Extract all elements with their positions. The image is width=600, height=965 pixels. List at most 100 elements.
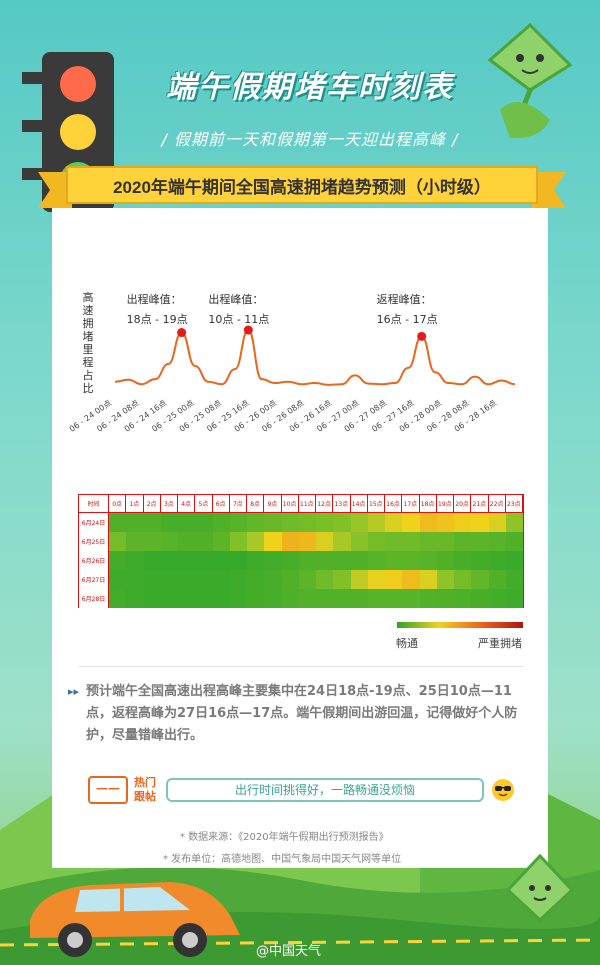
heatmap-cell <box>298 513 316 532</box>
heatmap-cell <box>471 532 489 551</box>
y-axis-label-char: 堵 <box>83 329 94 343</box>
heatmap-cell <box>419 570 437 589</box>
hot-comment-label: 热门跟帖 <box>134 776 156 803</box>
heatmap-row-label: 6月25日 <box>79 532 109 551</box>
heatmap-cell <box>126 532 144 551</box>
heatmap-cell <box>281 589 299 608</box>
heatmap-cell <box>385 551 403 570</box>
hot-comment-pill[interactable]: 出行时间挑得好，一路畅通没烦恼 <box>166 778 484 802</box>
heatmap-cell <box>298 532 316 551</box>
heatmap-cell <box>160 513 178 532</box>
heatmap-cell <box>195 532 213 551</box>
heatmap-legend-bar <box>397 622 523 628</box>
heatmap-cell <box>367 532 385 551</box>
heatmap-cell <box>471 570 489 589</box>
heatmap-cell <box>126 551 144 570</box>
heatmap-row: 6月25日 <box>79 532 523 551</box>
car-icon <box>30 882 240 957</box>
heatmap-cell <box>264 551 282 570</box>
heatmap-cell <box>178 589 196 608</box>
peak-range: 18点 - 19点 <box>127 313 188 326</box>
heatmap-cell <box>229 513 247 532</box>
heatmap-cell <box>402 551 420 570</box>
heatmap-hour-label: 21点 <box>471 495 489 513</box>
heatmap-cell <box>109 532 127 551</box>
heatmap-cell <box>126 589 144 608</box>
heatmap-cell <box>178 551 196 570</box>
heatmap-cell <box>367 551 385 570</box>
divider <box>78 666 524 667</box>
heatmap-hour-label: 0点 <box>109 495 127 513</box>
heatmap-hour-label: 7点 <box>229 495 247 513</box>
heatmap-cell <box>143 513 161 532</box>
heatmap-hour-label: 23点 <box>505 495 523 513</box>
heatmap-cell <box>454 551 472 570</box>
page-title: 端午假期堵车时刻表 <box>166 71 454 104</box>
heatmap-hour-label: 19点 <box>436 495 454 513</box>
heatmap-cell <box>298 589 316 608</box>
heatmap-cell <box>247 532 265 551</box>
heatmap-cell <box>109 551 127 570</box>
double-chevron-right-icon: ▸▸ <box>68 685 80 698</box>
heatmap-cell <box>316 551 334 570</box>
heatmap-hour-label: 22点 <box>488 495 506 513</box>
heatmap-row: 6月27日 <box>79 570 523 589</box>
heatmap-cell <box>143 589 161 608</box>
heatmap-row-label: 6月24日 <box>79 513 109 532</box>
y-axis-label-char: 高 <box>83 290 94 304</box>
heatmap-row-label: 6月27日 <box>79 570 109 589</box>
heatmap-hour-label: 1点 <box>126 495 144 513</box>
ribbon-body: 2020年端午期间全国高速拥堵趋势预测（小时级） <box>66 166 538 204</box>
heatmap-cell <box>212 551 230 570</box>
peak-range: 10点 - 11点 <box>208 313 269 326</box>
heatmap-cell <box>350 513 368 532</box>
heatmap-cell <box>333 570 351 589</box>
heatmap-hour-label: 6点 <box>212 495 230 513</box>
heatmap-hour-label: 18点 <box>419 495 437 513</box>
heatmap-hour-label: 2点 <box>143 495 161 513</box>
peak-title: 出程峰值： <box>208 292 263 306</box>
heatmap-cell <box>471 551 489 570</box>
comment-box-icon: —— <box>88 776 128 804</box>
heatmap-cell <box>350 589 368 608</box>
publisher-line: * 发布单位：高德地图、中国气象局中国天气网等单位 <box>163 854 402 865</box>
heatmap-cell <box>109 589 127 608</box>
weibo-watermark: @中国天气 <box>256 944 322 959</box>
heatmap-hour-label: 14点 <box>350 495 368 513</box>
heatmap-cell <box>402 513 420 532</box>
heatmap-cell <box>436 513 454 532</box>
heatmap-cell <box>195 513 213 532</box>
heatmap-cell <box>436 551 454 570</box>
heatmap-cell <box>212 589 230 608</box>
heatmap-cell <box>350 570 368 589</box>
heatmap-cell <box>505 532 523 551</box>
heatmap-cell <box>385 532 403 551</box>
heatmap-cell <box>436 532 454 551</box>
heatmap-hour-label: 11点 <box>298 495 316 513</box>
peak-title: 返程峰值： <box>377 293 432 306</box>
heatmap-cell <box>385 589 403 608</box>
ribbon-title: 2020年端午期间全国高速拥堵趋势预测（小时级） <box>113 177 491 197</box>
heatmap-cell <box>281 570 299 589</box>
heatmap-cell <box>488 570 506 589</box>
hourly-heatmap: 时间 0点 1点 2点 3点 4点 5点 6点 7点 8点 9点 10点 11点 12点 13点 14点 15点… <box>78 494 524 608</box>
heatmap-cell <box>298 551 316 570</box>
heatmap-cell <box>367 589 385 608</box>
heatmap-hour-label: 20点 <box>454 495 472 513</box>
heatmap-cell <box>160 570 178 589</box>
heatmap-cell <box>212 532 230 551</box>
heatmap-header: 时间 0点 1点 2点 3点 4点 5点 6点 7点 8点 9点 10点 11点 12点 13点 14点 15点… <box>79 495 523 513</box>
heatmap-cell <box>298 570 316 589</box>
heatmap-cell <box>247 513 265 532</box>
y-axis-label-char: 占 <box>83 368 94 382</box>
legend-low-label: 畅通 <box>396 637 418 650</box>
heatmap-cell <box>160 589 178 608</box>
heatmap-cell <box>160 532 178 551</box>
heatmap-cell <box>488 551 506 570</box>
heatmap-cell <box>333 551 351 570</box>
heatmap-cell <box>333 513 351 532</box>
heatmap-cell <box>126 513 144 532</box>
peak-range: 16点 - 17点 <box>377 313 438 326</box>
heatmap-cell <box>505 589 523 608</box>
